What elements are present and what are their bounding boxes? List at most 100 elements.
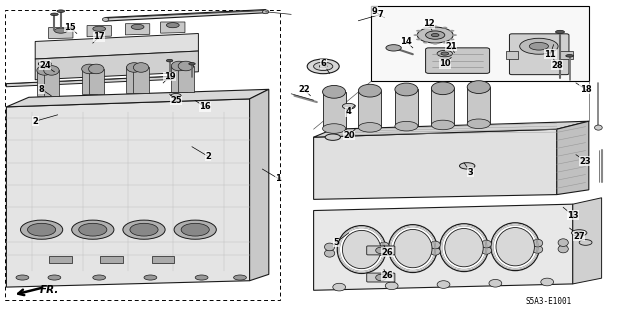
Ellipse shape [452,34,457,36]
Text: S5A3-E1001: S5A3-E1001 [526,297,572,306]
Ellipse shape [131,24,144,29]
Ellipse shape [171,93,181,98]
Ellipse shape [491,223,540,271]
Text: 15: 15 [65,23,76,32]
Ellipse shape [333,283,346,291]
Ellipse shape [445,228,483,267]
Ellipse shape [342,230,381,269]
Ellipse shape [423,27,428,29]
Ellipse shape [532,246,543,253]
Text: 20: 20 [343,131,355,140]
FancyBboxPatch shape [371,6,589,81]
Ellipse shape [38,61,51,66]
Ellipse shape [379,249,389,256]
Ellipse shape [195,275,208,280]
Text: 26: 26 [381,271,393,280]
Bar [560,51,573,59]
Polygon shape [35,33,198,59]
Text: 2: 2 [205,152,211,161]
Text: 1: 1 [275,174,282,183]
Polygon shape [133,68,148,93]
Ellipse shape [79,223,107,236]
Ellipse shape [430,241,440,249]
Ellipse shape [234,275,246,280]
Text: 13: 13 [567,211,579,220]
Ellipse shape [426,31,445,39]
Text: 3: 3 [468,168,473,177]
Ellipse shape [376,247,386,254]
Text: 19: 19 [164,72,175,81]
Text: 17: 17 [93,32,105,41]
Polygon shape [37,70,52,96]
Ellipse shape [54,28,67,33]
Ellipse shape [72,220,114,239]
Ellipse shape [172,61,187,71]
Polygon shape [172,66,187,92]
Ellipse shape [323,85,346,98]
FancyBboxPatch shape [426,48,490,73]
Ellipse shape [558,245,568,253]
Ellipse shape [37,66,52,75]
Polygon shape [82,69,97,94]
Ellipse shape [93,26,106,31]
Polygon shape [125,24,150,35]
Ellipse shape [467,119,490,129]
Ellipse shape [16,275,29,280]
Ellipse shape [437,50,452,57]
Ellipse shape [566,55,573,57]
Ellipse shape [413,34,419,36]
Ellipse shape [93,275,106,280]
Ellipse shape [28,223,56,236]
Ellipse shape [181,223,209,236]
Ellipse shape [324,249,335,257]
Text: 10: 10 [439,59,451,68]
Text: 7: 7 [378,10,383,19]
Ellipse shape [496,227,534,266]
Ellipse shape [314,62,333,70]
Bar [100,256,123,263]
Polygon shape [314,129,557,199]
Ellipse shape [395,83,418,96]
Polygon shape [6,76,179,87]
Ellipse shape [423,41,428,43]
Text: 5: 5 [333,238,339,247]
Ellipse shape [417,27,453,43]
Polygon shape [431,88,454,125]
Ellipse shape [431,33,439,37]
Text: 11: 11 [545,50,556,59]
Polygon shape [250,89,269,281]
Ellipse shape [88,64,104,74]
Polygon shape [106,10,266,21]
Polygon shape [44,70,59,96]
Ellipse shape [416,39,421,41]
Ellipse shape [394,229,432,268]
Ellipse shape [529,42,548,50]
Ellipse shape [324,243,335,251]
Ellipse shape [595,125,602,130]
Ellipse shape [133,63,148,72]
Ellipse shape [262,10,269,14]
Text: 14: 14 [401,37,412,46]
Ellipse shape [178,61,193,71]
Polygon shape [573,198,602,284]
Ellipse shape [174,220,216,239]
Polygon shape [178,66,193,92]
Ellipse shape [532,239,543,247]
Ellipse shape [442,27,447,29]
Ellipse shape [442,41,447,43]
Ellipse shape [166,59,173,62]
Ellipse shape [460,163,475,169]
Polygon shape [6,89,269,107]
Ellipse shape [449,30,454,32]
Polygon shape [35,51,198,80]
Ellipse shape [342,103,355,109]
Ellipse shape [579,240,592,245]
Ellipse shape [385,282,398,290]
Text: 25: 25 [170,96,182,105]
Ellipse shape [386,45,401,51]
Polygon shape [358,91,381,127]
Text: 24: 24 [39,61,51,70]
Ellipse shape [123,220,165,239]
Ellipse shape [166,23,179,28]
Ellipse shape [431,120,454,130]
